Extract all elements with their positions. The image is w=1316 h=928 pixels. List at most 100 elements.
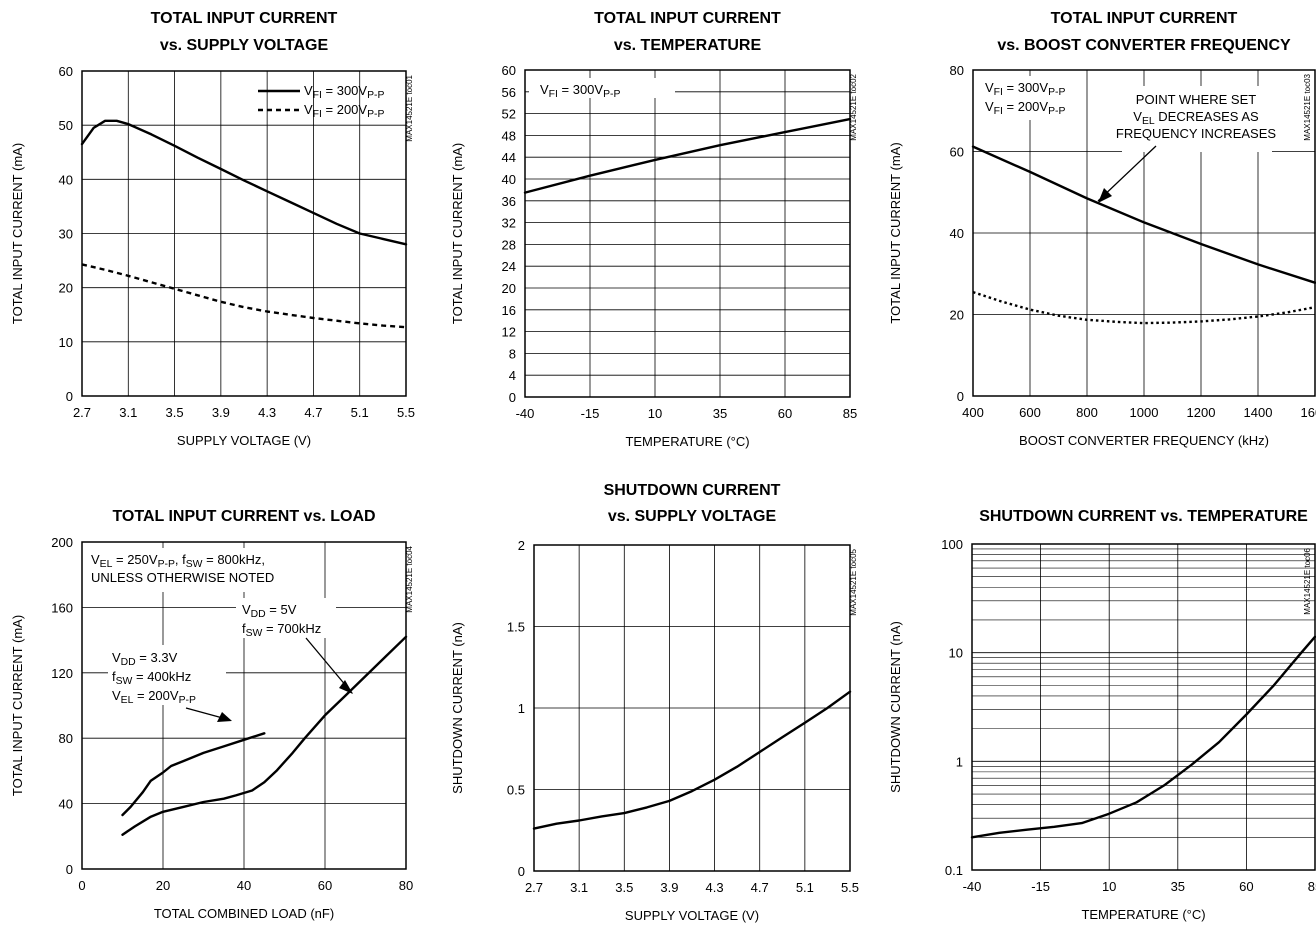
chart-svg-6: SHUTDOWN CURRENT vs. TEMPERATURE-40 -15 10… (888, 508, 1316, 922)
label-b-line-2: fSW = 400kHz (112, 669, 191, 687)
y-axis-label: SHUTDOWN CURRENT (nA) (888, 621, 903, 793)
chart-total-input-current-vs-boost-frequency: TOTAL INPUT CURRENT vs. BOOST CONVERTER F… (878, 0, 1316, 464)
x-tick-label: 10 (1102, 879, 1116, 894)
x-tick-label: 2.7 (73, 405, 91, 420)
x-tick-label: 600 (1019, 405, 1041, 420)
x-tick-label: 1600 (1301, 405, 1316, 420)
x-tick-label: 5.5 (841, 880, 859, 895)
toc-id: MAX14521E toc01 (405, 74, 414, 141)
grid (972, 544, 1315, 870)
note-line-2: UNLESS OTHERWISE NOTED (91, 570, 274, 585)
x-tick-label: 3.9 (212, 405, 230, 420)
x-tick-label: 85 (1308, 879, 1316, 894)
series-line-1 (970, 635, 1316, 839)
chart-title-line-2: vs. TEMPERATURE (614, 37, 762, 54)
x-axis-label: SUPPLY VOLTAGE (V) (625, 908, 759, 923)
y-tick-label: 52 (502, 107, 516, 122)
y-axis-label: TOTAL INPUT CURRENT (mA) (450, 143, 465, 324)
toc-id: MAX14521E toc06 (1303, 547, 1312, 614)
x-tick-label: 4.7 (751, 880, 769, 895)
y-tick-label: 0 (66, 389, 73, 404)
plot-frame (533, 544, 851, 872)
series-line-1 (121, 732, 266, 817)
y-tick-label: 10 (59, 335, 73, 350)
legend-label-2: VFI = 200VP-P (985, 99, 1065, 117)
annotation-line-2: VEL DECREASES AS (1133, 109, 1259, 127)
x-tick-label: 1400 (1244, 405, 1273, 420)
grid (525, 70, 850, 397)
y-tick-label: 80 (59, 731, 73, 746)
annotation-bg (1122, 86, 1272, 152)
x-tick-label: 3.1 (119, 405, 137, 420)
legend-bg (977, 76, 1083, 120)
x-axis-label: TEMPERATURE (°C) (625, 434, 749, 449)
y-tick-label: 60 (502, 63, 516, 78)
chart-title-line-1: TOTAL INPUT CURRENT (594, 10, 781, 27)
annotation-line-1: POINT WHERE SET (1136, 92, 1256, 107)
x-tick-label: 60 (318, 878, 332, 893)
y-tick-label: 24 (502, 259, 516, 274)
y-tick-label: 20 (950, 308, 964, 323)
annotations: VEL = 250VP-P, fSW = 800kHz,UNLESS OTHER… (86, 548, 353, 722)
series-line-1 (971, 145, 1316, 284)
x-tick-label: 3.5 (166, 405, 184, 420)
y-tick-label: 1 (518, 701, 525, 716)
y-tick-label: 10 (949, 646, 963, 661)
label-b-arrowhead (217, 712, 232, 722)
y-tick-label: 16 (502, 303, 516, 318)
y-tick-label: 120 (51, 666, 73, 681)
x-tick-label: 80 (399, 878, 413, 893)
x-tick-label: 5.5 (397, 405, 415, 420)
y-axis-label: TOTAL INPUT CURRENT (mA) (10, 615, 25, 796)
y-tick-label: 8 (509, 346, 516, 361)
x-tick-label: 4.7 (304, 405, 322, 420)
x-tick-label: 20 (156, 878, 170, 893)
x-tick-label: 2.7 (525, 880, 543, 895)
chart-title-line-1: TOTAL INPUT CURRENT (151, 10, 338, 27)
x-axis-label: TOTAL COMBINED LOAD (nF) (154, 906, 334, 921)
x-tick-label: 40 (237, 878, 251, 893)
chart-svg-1: TOTAL INPUT CURRENT vs. SUPPLY VOLTAGE 2.7… (10, 10, 415, 448)
series-line-1 (80, 119, 408, 246)
y-tick-label: 60 (59, 64, 73, 79)
x-tick-label: 4.3 (258, 405, 276, 420)
series-line-2 (81, 263, 407, 329)
chart-shutdown-current-vs-temperature: SHUTDOWN CURRENT vs. TEMPERATURE -40 -15 10… (878, 464, 1316, 928)
y-tick-label: 100 (941, 537, 963, 552)
y-tick-label: 1.5 (507, 620, 525, 635)
chart-total-input-current-vs-temperature: TOTAL INPUT CURRENT vs. TEMPERATURE -40 -15… (440, 0, 878, 464)
plot-frame (81, 70, 407, 397)
toc-id: MAX14521E toc05 (849, 548, 858, 615)
label-b-line-3: VEL = 200VP-P (112, 688, 196, 706)
x-tick-label: 5.1 (351, 405, 369, 420)
x-tick-label: 1000 (1130, 405, 1159, 420)
y-tick-label: 1 (956, 754, 963, 769)
legend-label-1: VFI = 300VP-P (985, 80, 1065, 98)
note-line-1: VEL = 250VP-P, fSW = 800kHz, (91, 552, 265, 570)
y-tick-label: 0 (509, 390, 516, 405)
y-tick-label: 200 (51, 535, 73, 550)
y-tick-label: 0.5 (507, 783, 525, 798)
series-line-1 (523, 117, 852, 194)
chart-title-line-1: TOTAL INPUT CURRENT (1051, 10, 1238, 27)
chart-shutdown-current-vs-supply-voltage: SHUTDOWN CURRENT vs. SUPPLY VOLTAGE 2.7 3.1… (440, 464, 878, 928)
x-tick-label: 60 (778, 406, 792, 421)
annotation-line-3: FREQUENCY INCREASES (1116, 126, 1276, 141)
chart-svg-4: TOTAL INPUT CURRENT vs. LOAD 0 20 40 60 80 0 40… (10, 508, 414, 921)
label-a-bg (236, 598, 336, 638)
x-tick-label: 800 (1076, 405, 1098, 420)
x-axis-label: BOOST CONVERTER FREQUENCY (kHz) (1019, 433, 1269, 448)
y-tick-label: 50 (59, 118, 73, 133)
plot-frame (524, 69, 851, 398)
chart-title-line-1: TOTAL INPUT CURRENT vs. LOAD (112, 508, 375, 525)
grid (534, 545, 850, 871)
chart-svg-3: TOTAL INPUT CURRENT vs. BOOST CONVERTER F… (888, 10, 1316, 448)
chart-svg-2: TOTAL INPUT CURRENT vs. TEMPERATURE -40 -15… (450, 10, 858, 449)
label-b-bg (108, 645, 226, 705)
annotation-vfi: VFI = 300VP-P (540, 82, 620, 100)
note-bg (86, 548, 296, 592)
x-tick-label: 400 (962, 405, 984, 420)
chart-svg-5: SHUTDOWN CURRENT vs. SUPPLY VOLTAGE 2.7 3.1… (450, 482, 859, 923)
x-tick-label: -40 (516, 406, 535, 421)
